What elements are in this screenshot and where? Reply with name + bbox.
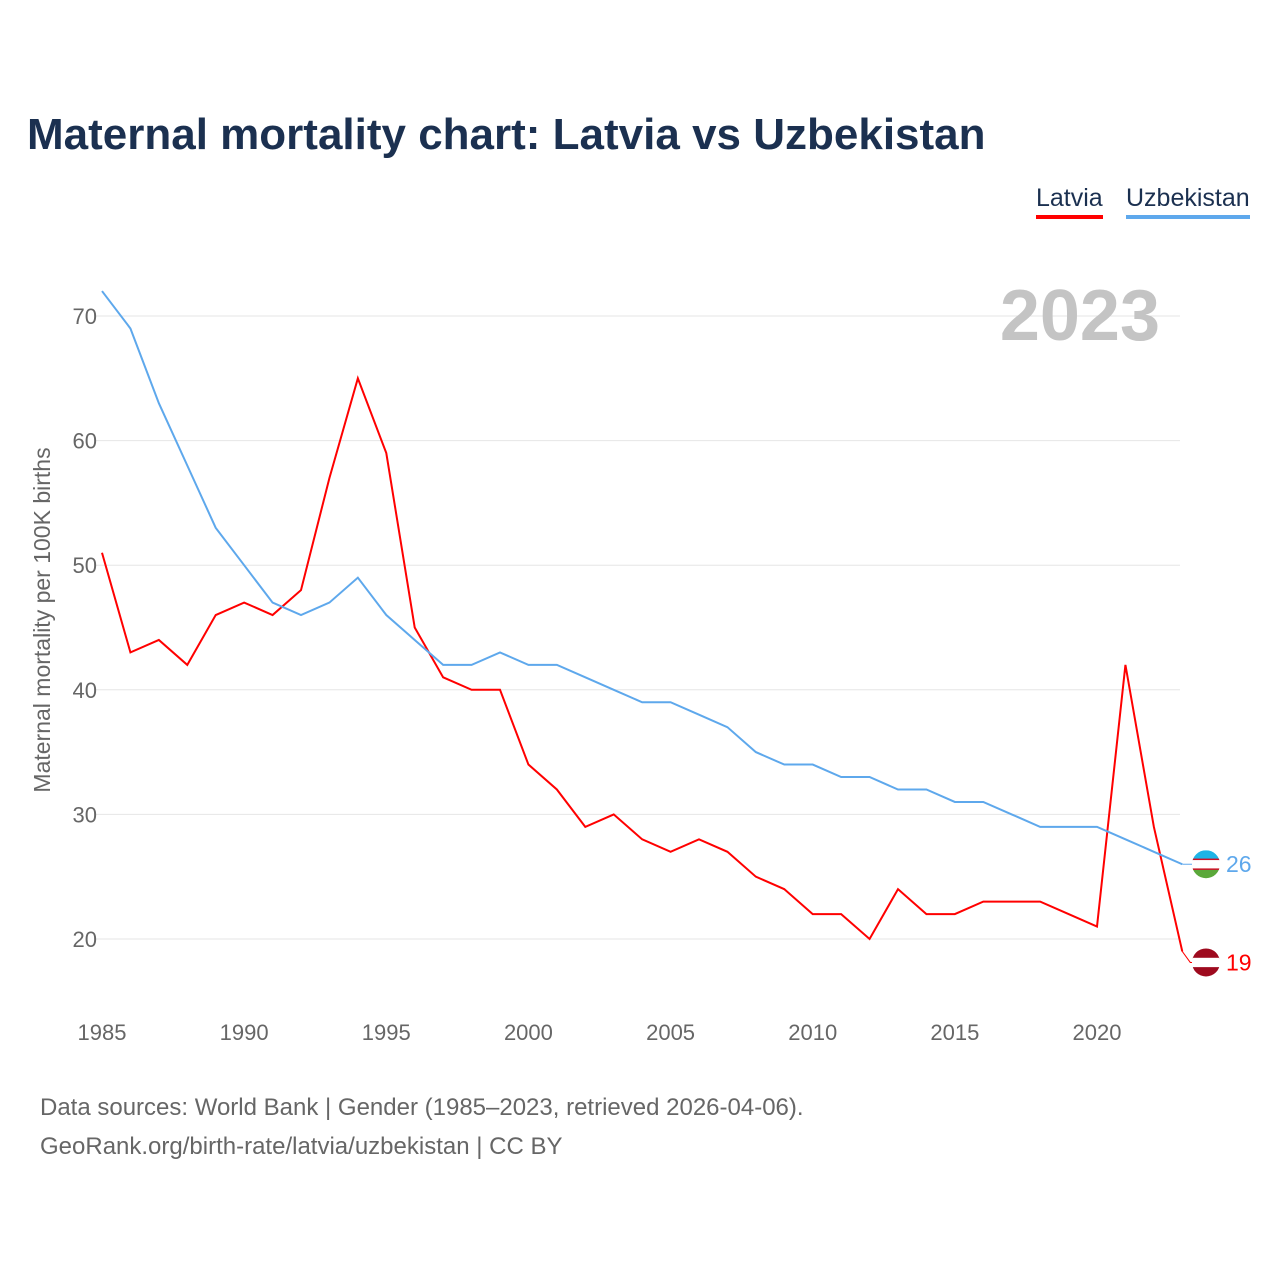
x-tick-label: 1995 <box>362 1020 411 1045</box>
y-tick-label: 70 <box>73 304 97 329</box>
chart-title: Maternal mortality chart: Latvia vs Uzbe… <box>27 110 986 159</box>
end-label-uzbekistan: 26 <box>1226 851 1252 877</box>
y-tick-label: 50 <box>73 553 97 578</box>
x-tick-label: 2015 <box>930 1020 979 1045</box>
y-tick-label: 20 <box>73 927 97 952</box>
source-note: Data sources: World Bank | Gender (1985–… <box>40 1088 804 1166</box>
y-tick-label: 60 <box>73 429 97 454</box>
x-tick-label: 2005 <box>646 1020 695 1045</box>
flag-uzbekistan-icon <box>1192 850 1220 879</box>
x-tick-label: 1985 <box>78 1020 127 1045</box>
source-line-1: Data sources: World Bank | Gender (1985–… <box>40 1094 804 1121</box>
y-tick-label: 30 <box>73 802 97 827</box>
legend-latvia[interactable]: Latvia <box>1036 184 1103 219</box>
x-tick-label: 2020 <box>1073 1020 1122 1045</box>
y-tick-label: 40 <box>73 678 97 703</box>
end-label-latvia: 19 <box>1226 949 1252 975</box>
x-tick-label: 2000 <box>504 1020 553 1045</box>
end-connector <box>1181 951 1192 963</box>
legend-uzbekistan[interactable]: Uzbekistan <box>1126 184 1250 219</box>
source-line-2[interactable]: GeoRank.org/birth-rate/latvia/uzbekistan… <box>40 1133 563 1160</box>
y-axis-label: Maternal mortality per 100K births <box>29 447 55 792</box>
series-line-uzbekistan <box>101 290 1183 866</box>
year-watermark: 2023 <box>1000 276 1160 356</box>
flag-latvia-icon <box>1192 948 1220 977</box>
x-tick-label: 2010 <box>788 1020 837 1045</box>
series-line-latvia <box>101 375 1184 952</box>
x-tick-label: 1990 <box>220 1020 269 1045</box>
